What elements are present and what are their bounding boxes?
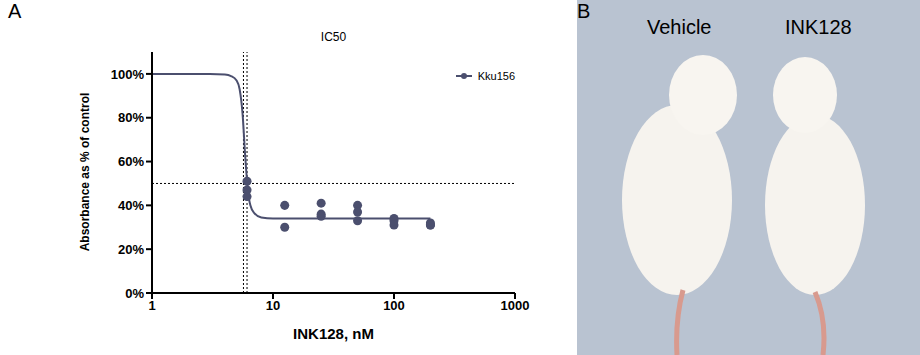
svg-text:100%: 100% [111,67,145,82]
html-text:Kku156: Kku156 [477,70,515,82]
svg-text:40%: 40% [118,198,144,213]
svg-text:60%: 60% [118,154,144,169]
html-text:B: B [577,0,591,22]
svg-text:1: 1 [148,298,155,313]
svg-text:80%: 80% [118,110,144,125]
html-text:Vehicle: Vehicle [647,16,712,38]
html-text:Absorbance as % of control: Absorbance as % of control [78,92,92,251]
svg-text:100: 100 [383,298,405,313]
svg-text:10: 10 [266,298,280,313]
html-text:IC50: IC50 [320,30,347,44]
svg-text:1000: 1000 [501,298,530,313]
html-text:A: A [8,0,22,22]
html-text:INK128: INK128 [785,16,852,38]
svg-text:0%: 0% [125,286,144,301]
html-text:INK128, nM: INK128, nM [293,325,374,342]
svg-text:20%: 20% [118,242,144,257]
